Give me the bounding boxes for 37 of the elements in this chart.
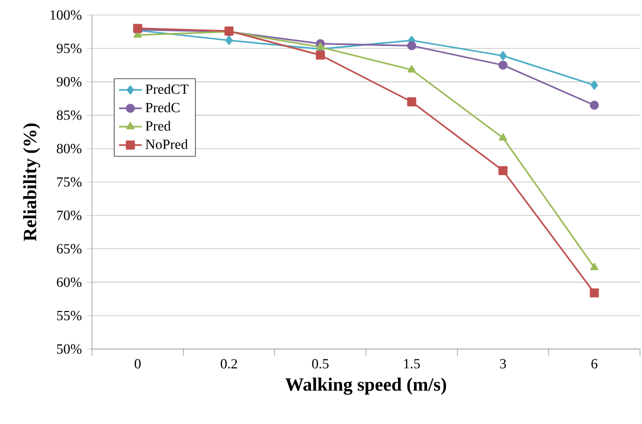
x-tick-label: 0.5: [312, 359, 329, 369]
legend-label: Pred: [146, 120, 171, 131]
legend-label: PredCT: [146, 84, 189, 94]
y-tick-label: 100%: [50, 10, 82, 20]
point: [499, 51, 507, 60]
point: [316, 42, 324, 50]
x-tick-label: 1.5: [404, 359, 420, 368]
legend-label: PredC: [146, 102, 180, 112]
point: [498, 133, 508, 141]
x-tick-label: 6: [591, 359, 598, 368]
x-tick-label: 0: [134, 359, 141, 368]
point: [407, 97, 416, 106]
y-tick-label: 50%: [57, 344, 82, 354]
y-tick-label: 60%: [56, 277, 82, 287]
y-tick-label: 75%: [57, 177, 82, 187]
point: [316, 50, 325, 60]
point: [498, 60, 508, 70]
point: [590, 262, 598, 270]
point: [408, 65, 416, 72]
point: [590, 80, 598, 90]
point: [498, 166, 508, 176]
y-axis-title: Reliability (%): [23, 123, 40, 242]
y-tick-label: 65%: [56, 244, 82, 254]
y-tick-label: 95%: [56, 44, 82, 54]
x-axis-title: Walking speed (m/s): [285, 378, 446, 395]
legend-label: NoPred: [146, 139, 188, 150]
point: [225, 36, 233, 45]
point: [407, 41, 416, 50]
y-tick-label: 55%: [57, 310, 82, 320]
y-tick-label: 85%: [56, 110, 82, 120]
x-tick-label: 3: [500, 359, 506, 368]
y-tick-label: 80%: [56, 144, 82, 154]
y-tick-label: 90%: [56, 77, 82, 87]
x-tick-label: 0.2: [220, 359, 237, 369]
point: [590, 100, 599, 110]
y-tick-label: 70%: [57, 210, 82, 220]
point: [590, 288, 599, 298]
